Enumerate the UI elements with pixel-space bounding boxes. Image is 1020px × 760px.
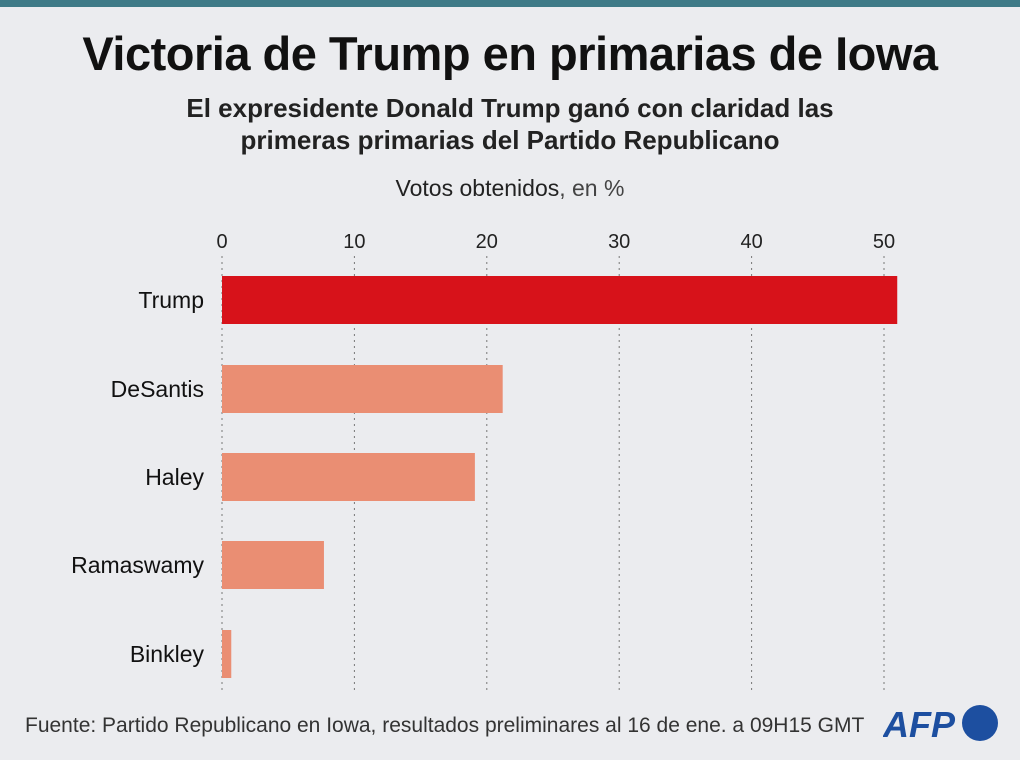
subtitle-line: El expresidente Donald Trump ganó con cl… xyxy=(186,93,834,123)
axis-label-unit: , en % xyxy=(559,175,625,201)
bar-trump xyxy=(222,276,898,324)
bar-binkley xyxy=(222,630,232,678)
source-note: Fuente: Partido Republicano en Iowa, res… xyxy=(25,714,865,737)
afp-logo: AFP xyxy=(883,704,998,744)
axis-label-main: Votos obtenidos xyxy=(395,175,560,201)
tick-label: 0 xyxy=(216,231,227,253)
category-label: Trump xyxy=(138,287,204,313)
subtitle-line: primeras primarias del Partido Republica… xyxy=(240,125,780,155)
axis-label: Votos obtenidos, en % xyxy=(0,175,1020,202)
chart-title: Victoria de Trump en primarias de Iowa xyxy=(82,27,938,80)
category-label: Binkley xyxy=(130,641,205,667)
tick-label: 40 xyxy=(740,231,762,253)
tick-label: 50 xyxy=(873,231,895,253)
tick-label: 30 xyxy=(608,231,630,253)
tick-label: 10 xyxy=(343,231,365,253)
top-accent-bar xyxy=(0,0,1020,7)
bar-desantis xyxy=(222,365,503,413)
bar-haley xyxy=(222,453,475,501)
category-label: Haley xyxy=(145,464,204,490)
category-label: DeSantis xyxy=(111,376,204,402)
chart-subtitle: El expresidente Donald Trump ganó con cl… xyxy=(0,92,1020,156)
svg-text:AFP: AFP xyxy=(883,704,956,744)
bar-ramaswamy xyxy=(222,541,324,589)
category-label: Ramaswamy xyxy=(71,552,204,578)
tick-label: 20 xyxy=(476,231,498,253)
